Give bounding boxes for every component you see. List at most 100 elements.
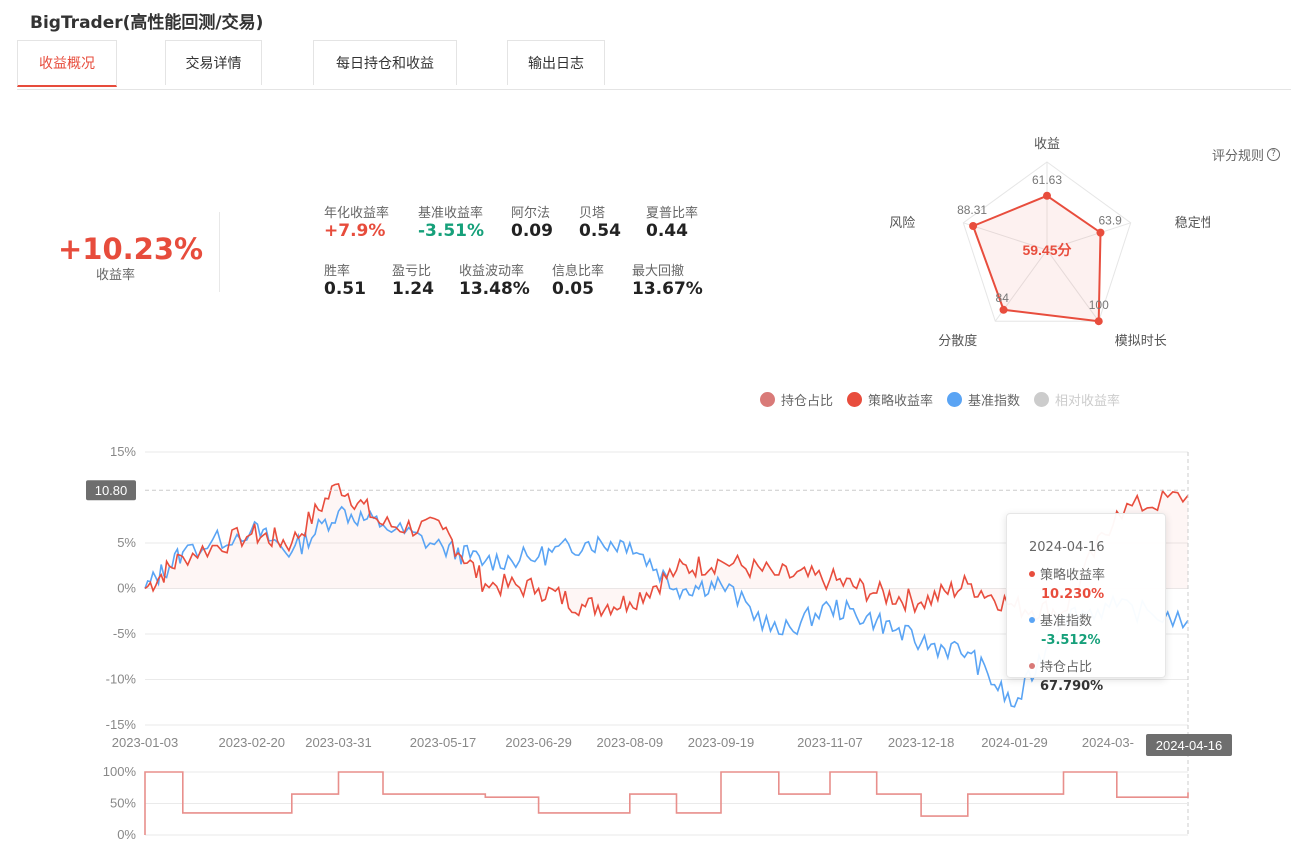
y-tick-label: -15% <box>106 717 137 732</box>
position-line <box>144 771 1189 835</box>
radar-axis-name: 稳定性 <box>1175 215 1210 230</box>
metric-win-rate: 胜率 0.51 <box>324 260 366 299</box>
legend-label: 策略收益率 <box>868 394 934 409</box>
tooltip-label: 持仓占比 <box>1040 660 1093 675</box>
legend-label: 相对收益率 <box>1055 394 1121 409</box>
total-return-label: 收益率 <box>96 268 136 283</box>
metric-label: 信息比率 <box>552 264 605 279</box>
radar-axis-line <box>1046 249 1100 322</box>
position-y-tick-label: 100% <box>103 764 137 779</box>
metric-information-ratio: 信息比率 0.05 <box>552 260 604 299</box>
summary-divider <box>219 212 220 292</box>
tab-output-log[interactable]: 输出日志 <box>507 40 605 85</box>
crosshair-y-label: 10.80 <box>95 483 128 498</box>
radar-point <box>1043 191 1051 200</box>
metric-value: 1.24 <box>392 279 434 299</box>
radar-axis-name: 分散度 <box>938 333 977 348</box>
metric-beta: 贝塔 0.54 <box>579 202 621 241</box>
crosshair-x-badge <box>1146 734 1232 756</box>
radar-axis-name: 抗风险 <box>890 215 915 230</box>
radar-point <box>999 305 1008 314</box>
metric-annual-return: 年化收益率 +7.9% <box>324 202 389 241</box>
metric-benchmark-return: 基准收益率 -3.51% <box>418 202 484 241</box>
metric-label: 阿尔法 <box>511 206 551 221</box>
dot-icon <box>1029 616 1035 623</box>
metric-value: +7.9% <box>324 221 386 241</box>
x-tick-label: 2023-09-19 <box>688 735 755 750</box>
tab-bar: 收益概况 交易详情 每日持仓和收益 输出日志 <box>17 40 1291 90</box>
legend-dot-icon <box>847 392 863 407</box>
metric-max-drawdown: 最大回撤 13.67% <box>632 260 703 299</box>
position-y-tick-label: 50% <box>110 796 136 811</box>
chart-legend: 持仓占比 策略收益率 基准指数 相对收益率 <box>760 390 1120 409</box>
legend-item-benchmark[interactable]: 基准指数 <box>947 390 1020 409</box>
x-tick-label: 2023-11-07 <box>797 735 863 750</box>
score-radar-chart: 收益 61.63 稳定性 63.9 模拟时长 100 分散度 84 抗风险 88.31 59.45分 <box>890 136 1210 348</box>
metric-value: 13.48% <box>459 279 530 299</box>
x-tick-label: 2023-02-20 <box>218 735 285 750</box>
radar-axis-value: 84 <box>996 291 1010 305</box>
strategy-line <box>144 482 1189 622</box>
metric-value: 0.51 <box>324 279 366 299</box>
crosshair-x-label: 2024-04-16 <box>1156 738 1223 753</box>
radar-score: 59.45分 <box>1022 242 1071 258</box>
metric-value: 0.54 <box>579 221 621 241</box>
dot-icon <box>1029 662 1035 669</box>
x-tick-label: 2023-01-03 <box>112 735 179 750</box>
dot-icon <box>1029 570 1035 577</box>
tooltip-row-position: 持仓占比 <box>1029 656 1092 675</box>
tooltip-row-strategy: 策略收益率 <box>1029 564 1105 583</box>
legend-item-relative[interactable]: 相对收益率 <box>1034 390 1120 409</box>
scoring-rules-link[interactable]: 评分规则 ? <box>1212 145 1281 164</box>
y-tick-label: -5% <box>113 626 137 641</box>
legend-dot-icon <box>947 392 963 407</box>
legend-item-strategy[interactable]: 策略收益率 <box>847 390 933 409</box>
tooltip-value-position: 67.790% <box>1040 679 1104 694</box>
tooltip-label: 策略收益率 <box>1040 568 1106 583</box>
legend-dot-icon <box>760 392 775 407</box>
radar-point <box>1096 228 1105 237</box>
radar-axis-value: 63.9 <box>1098 214 1122 228</box>
radar-axis-name: 收益 <box>1034 136 1060 151</box>
tooltip-value: -3.512% <box>1041 633 1101 648</box>
benchmark-line <box>144 505 1189 708</box>
metric-sharpe: 夏普比率 0.44 <box>646 202 698 241</box>
app-title: BigTrader(高性能回测/交易) <box>30 13 264 33</box>
radar-axis-line <box>1046 222 1131 251</box>
x-tick-label: 2023-05-17 <box>410 735 477 750</box>
tab-trade-details[interactable]: 交易详情 <box>165 40 262 85</box>
metric-value: 0.09 <box>511 221 553 241</box>
y-tick-label: 0% <box>117 581 136 596</box>
legend-label: 基准指数 <box>968 394 1021 409</box>
crosshair-y-badge <box>86 480 136 501</box>
metric-label: 最大回撤 <box>632 264 685 279</box>
legend-item-position[interactable]: 持仓占比 <box>760 390 833 409</box>
radar-score-area <box>971 194 1102 323</box>
radar-axis-name: 模拟时长 <box>1115 333 1167 348</box>
radar-axis-value: 61.63 <box>1032 173 1062 187</box>
metric-value: -3.51% <box>418 221 485 241</box>
y-tick-label: 5% <box>117 535 136 550</box>
metric-label: 夏普比率 <box>646 206 699 221</box>
tab-daily-holdings[interactable]: 每日持仓和收益 <box>313 40 457 85</box>
x-tick-label: 2024-03- <box>1082 735 1134 750</box>
metric-value: 13.67% <box>632 279 703 299</box>
metric-value: 0.05 <box>552 279 594 299</box>
x-tick-label: 2023-03-31 <box>305 735 372 750</box>
y-tick-label: -10% <box>106 672 137 687</box>
tooltip-row-benchmark: 基准指数 <box>1029 610 1092 629</box>
radar-point <box>1094 317 1103 326</box>
metric-profit-loss-ratio: 盈亏比 1.24 <box>392 260 434 299</box>
chart-tooltip: 2024-04-16 策略收益率 10.230% 基准指数 -3.512% 持仓… <box>1006 513 1166 678</box>
tab-overview[interactable]: 收益概况 <box>17 40 117 87</box>
radar-axis-value: 88.31 <box>957 203 987 217</box>
x-tick-label: 2024-01-29 <box>981 735 1048 750</box>
tooltip-value: 10.230% <box>1041 587 1105 602</box>
metric-label: 收益波动率 <box>459 264 525 279</box>
question-circle-icon: ? <box>1267 148 1281 161</box>
metric-label: 年化收益率 <box>324 206 390 221</box>
total-return-value: +10.23% <box>58 232 204 266</box>
x-tick-label: 2023-06-29 <box>505 735 572 750</box>
tooltip-label: 基准指数 <box>1040 614 1093 629</box>
x-tick-label: 2023-08-09 <box>597 735 664 750</box>
